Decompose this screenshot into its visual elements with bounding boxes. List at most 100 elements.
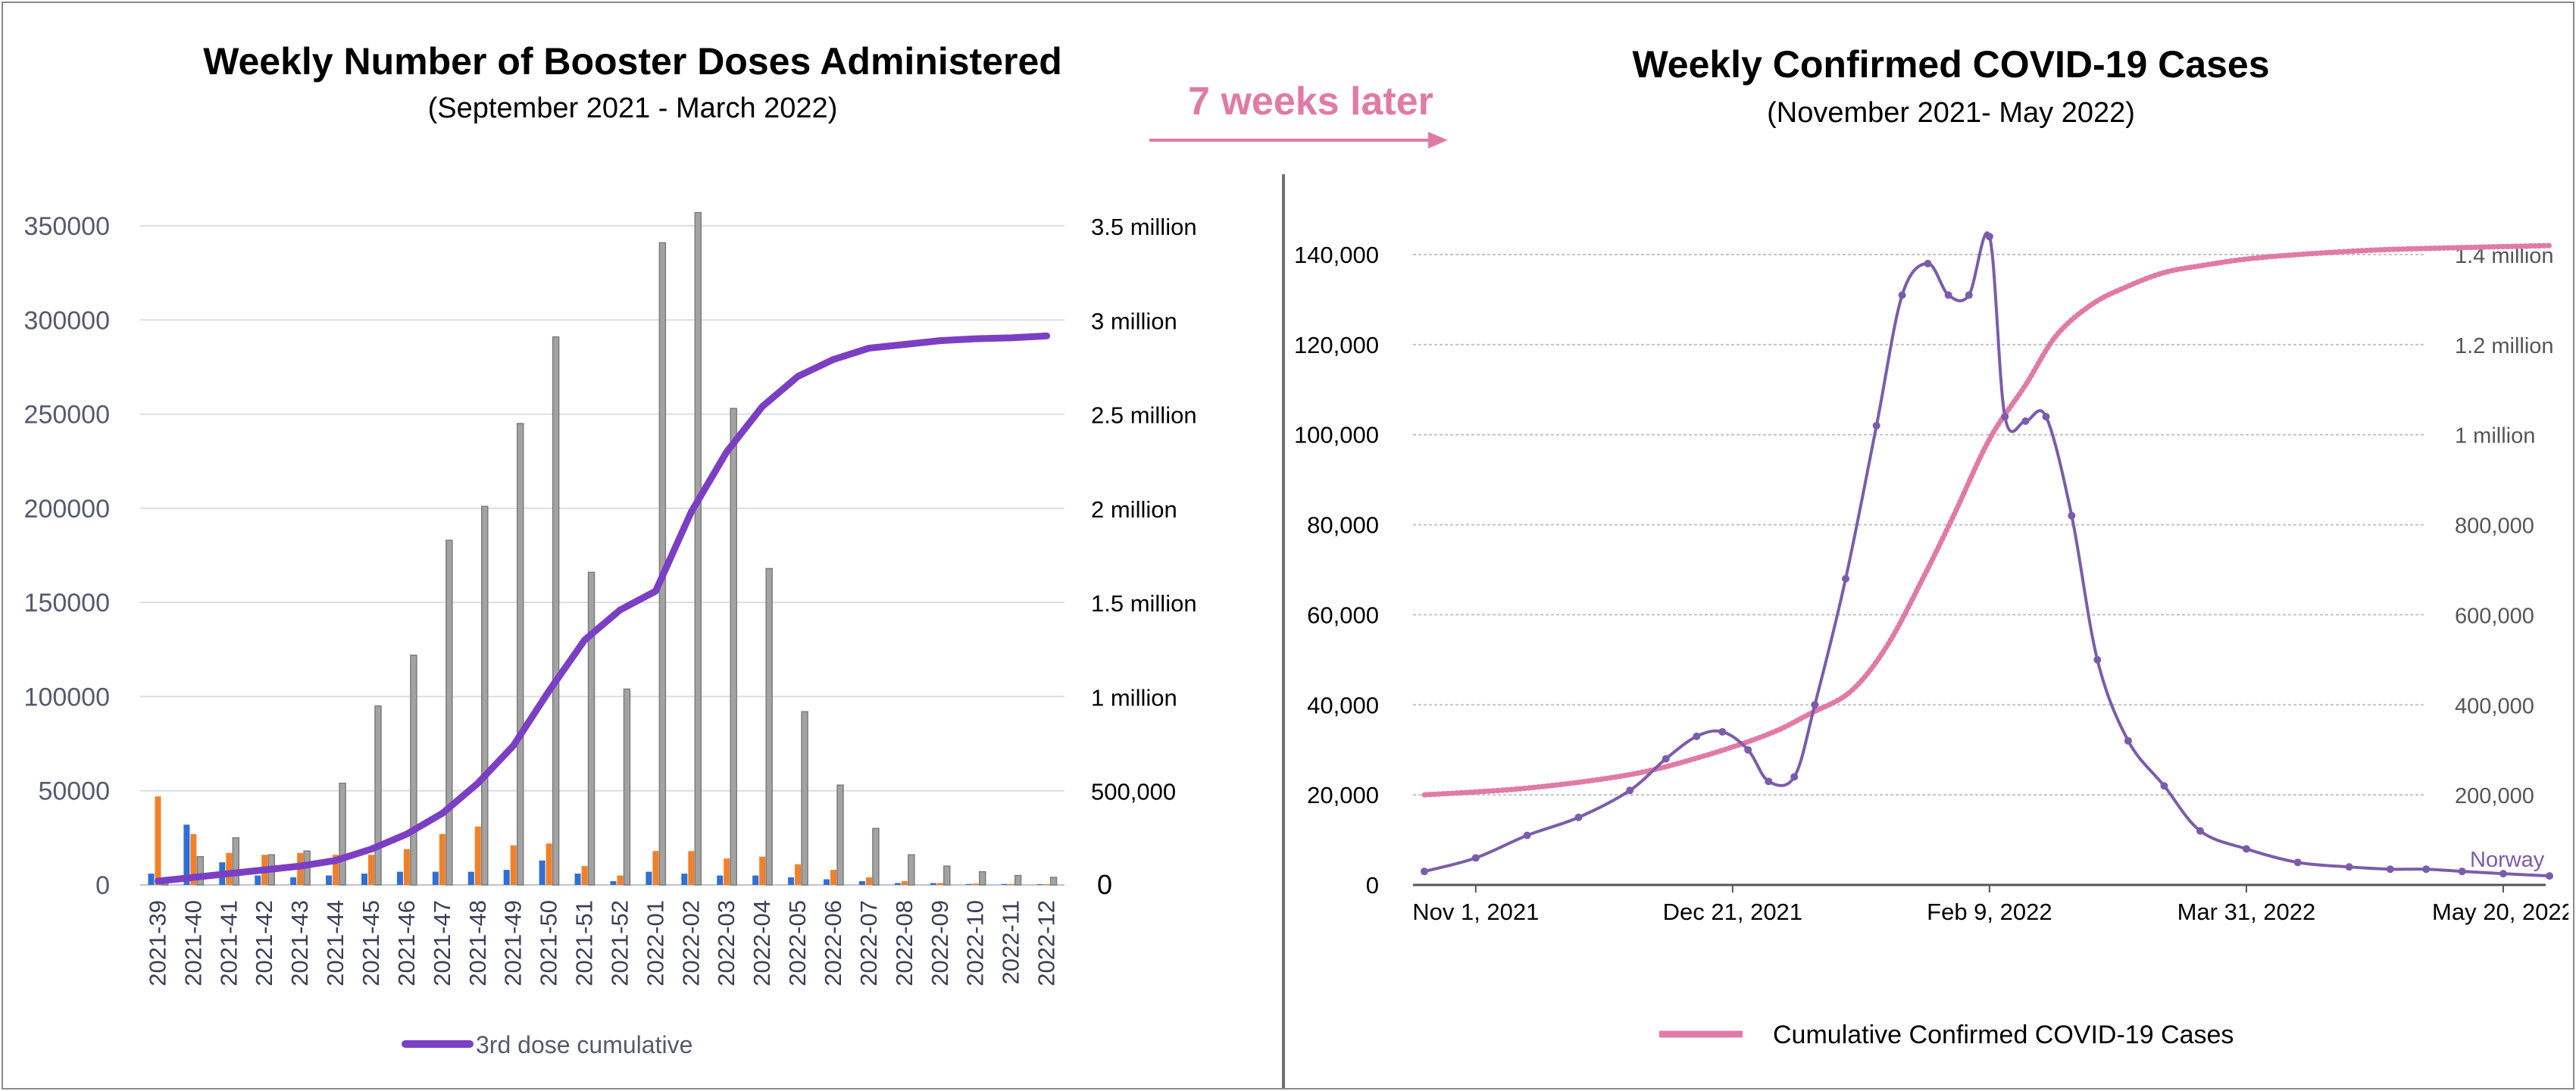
bar-gray [552, 336, 560, 886]
bar-orange [972, 883, 979, 885]
bar-gray [196, 855, 205, 886]
x-tick-label: 2022-11 [998, 900, 1024, 984]
bar-orange [688, 851, 695, 885]
weekly-cases-point [1523, 831, 1531, 839]
weekly-cases-line [1424, 231, 2550, 878]
bar-orange [439, 833, 445, 885]
weekly-cases-point [1718, 727, 1727, 736]
bar-blue [965, 883, 972, 885]
left-y-tick-label: 200000 [24, 495, 110, 524]
bar-orange [581, 866, 588, 885]
x-tick-label: May 20, 2022 [2432, 899, 2568, 925]
left-y-tick-label: 120,000 [1294, 332, 1379, 358]
bar-gray [694, 211, 702, 886]
right-y-tick-label: 1 million [1091, 684, 1177, 711]
weekly-cases-point [1924, 259, 1932, 267]
bar-blue [1001, 883, 1008, 885]
x-tick-label: 2022-03 [713, 900, 739, 986]
right-y-tick-label: 3.5 million [1091, 214, 1197, 240]
x-tick-label: Feb 9, 2022 [1927, 899, 2052, 925]
left-y-tick-label: 300000 [24, 306, 110, 335]
x-tick-label: 2021-42 [251, 900, 277, 986]
weekly-cases-point [1765, 777, 1773, 786]
bar-blue [467, 871, 474, 885]
x-tick-label: 2021-51 [571, 900, 598, 986]
bar-orange [724, 858, 730, 885]
bar-blue [752, 875, 759, 885]
x-tick-label: 2021-41 [215, 900, 242, 986]
x-tick-label: 2021-39 [144, 900, 170, 986]
weekly-cases-point [1872, 421, 1880, 430]
bar-blue [788, 877, 795, 885]
weekly-cases-point [1626, 786, 1634, 795]
x-tick-label: 2022-06 [820, 900, 846, 986]
x-tick-label: 2021-49 [500, 900, 527, 986]
bar-blue [930, 883, 936, 885]
x-tick-label: 2021-50 [536, 900, 562, 986]
booster-doses-chart: 0 50000 100000 150000 200000 250000 300000 3500… [24, 211, 1197, 1058]
connector-label: 7 weeks later [1188, 80, 1433, 123]
right-y-tick-label: 400,000 [2455, 694, 2534, 718]
bar-blue [894, 883, 901, 885]
bar-gray [587, 571, 596, 886]
weekly-cases-point [2422, 865, 2431, 874]
bar-orange [546, 843, 552, 885]
bar-gray [410, 654, 417, 886]
bar-orange [190, 833, 197, 885]
bar-gray [516, 423, 524, 886]
bar-blue [717, 875, 724, 885]
cumulative-line [154, 332, 1051, 885]
bar-blue [646, 871, 652, 885]
left-chart-subtitle: (September 2021 - March 2022) [427, 92, 838, 124]
x-tick-label: 2022-10 [962, 900, 989, 986]
right-y-tick-label: 1 million [2455, 424, 2535, 449]
bar-blue [574, 874, 581, 885]
weekly-cases-point [2001, 412, 2009, 420]
bar-orange [155, 796, 161, 885]
right-y-tick-label: 3 million [1091, 308, 1177, 334]
bar-gray [872, 827, 880, 886]
bar-orange [1008, 883, 1014, 885]
bar-gray [445, 539, 453, 886]
weekly-cases-point [2293, 858, 2302, 867]
x-tick-label: 2021-47 [429, 900, 455, 986]
weekly-cases-point [1842, 574, 1850, 583]
weekly-cases-point [2021, 417, 2030, 425]
x-tick-label: 2022-08 [891, 900, 918, 986]
bar-gray [481, 505, 489, 886]
right-y-tick-label: 500,000 [1091, 779, 1176, 805]
bar-orange [474, 826, 481, 885]
bar-orange [510, 845, 517, 885]
left-chart-title: Weekly Number of Booster Doses Administe… [203, 40, 1062, 83]
cumulative-cases-line [1421, 242, 2553, 798]
weekly-cases-point [2093, 655, 2102, 664]
right-y-tick-label: 600,000 [2455, 604, 2534, 628]
bar-orange [865, 877, 872, 885]
bar-blue [255, 875, 261, 885]
left-y-tick-label: 60,000 [1307, 602, 1379, 628]
bar-orange [795, 864, 802, 885]
bar-blue [396, 871, 403, 885]
weekly-cases-point [2160, 782, 2168, 790]
left-y-tick-label: 350000 [24, 212, 110, 241]
x-tick-label: 2021-44 [322, 900, 349, 986]
weekly-cases-point [1471, 854, 1480, 862]
weekly-cases-point [2242, 845, 2250, 853]
weekly-cases-point [2196, 827, 2204, 835]
x-tick-label: 2021-46 [393, 900, 420, 986]
weekly-cases-point [1574, 813, 1583, 821]
legend-label: Cumulative Confirmed COVID-19 Cases [1773, 1021, 2234, 1049]
bar-orange [333, 855, 339, 885]
right-chart-subtitle: (November 2021- May 2022) [1767, 97, 2135, 129]
x-tick-label: 2022-07 [855, 900, 882, 986]
bar-gray [801, 711, 808, 886]
x-tick-label: 2022-09 [927, 900, 953, 986]
weekly-cases-point [2068, 511, 2076, 520]
bar-blue [1036, 884, 1043, 885]
x-tick-label: Dec 21, 2021 [1663, 899, 1802, 925]
x-tick-label: 2022-01 [642, 900, 668, 986]
bar-blue [539, 860, 546, 885]
bar-blue [610, 881, 617, 885]
weekly-cases-point [2042, 412, 2050, 420]
